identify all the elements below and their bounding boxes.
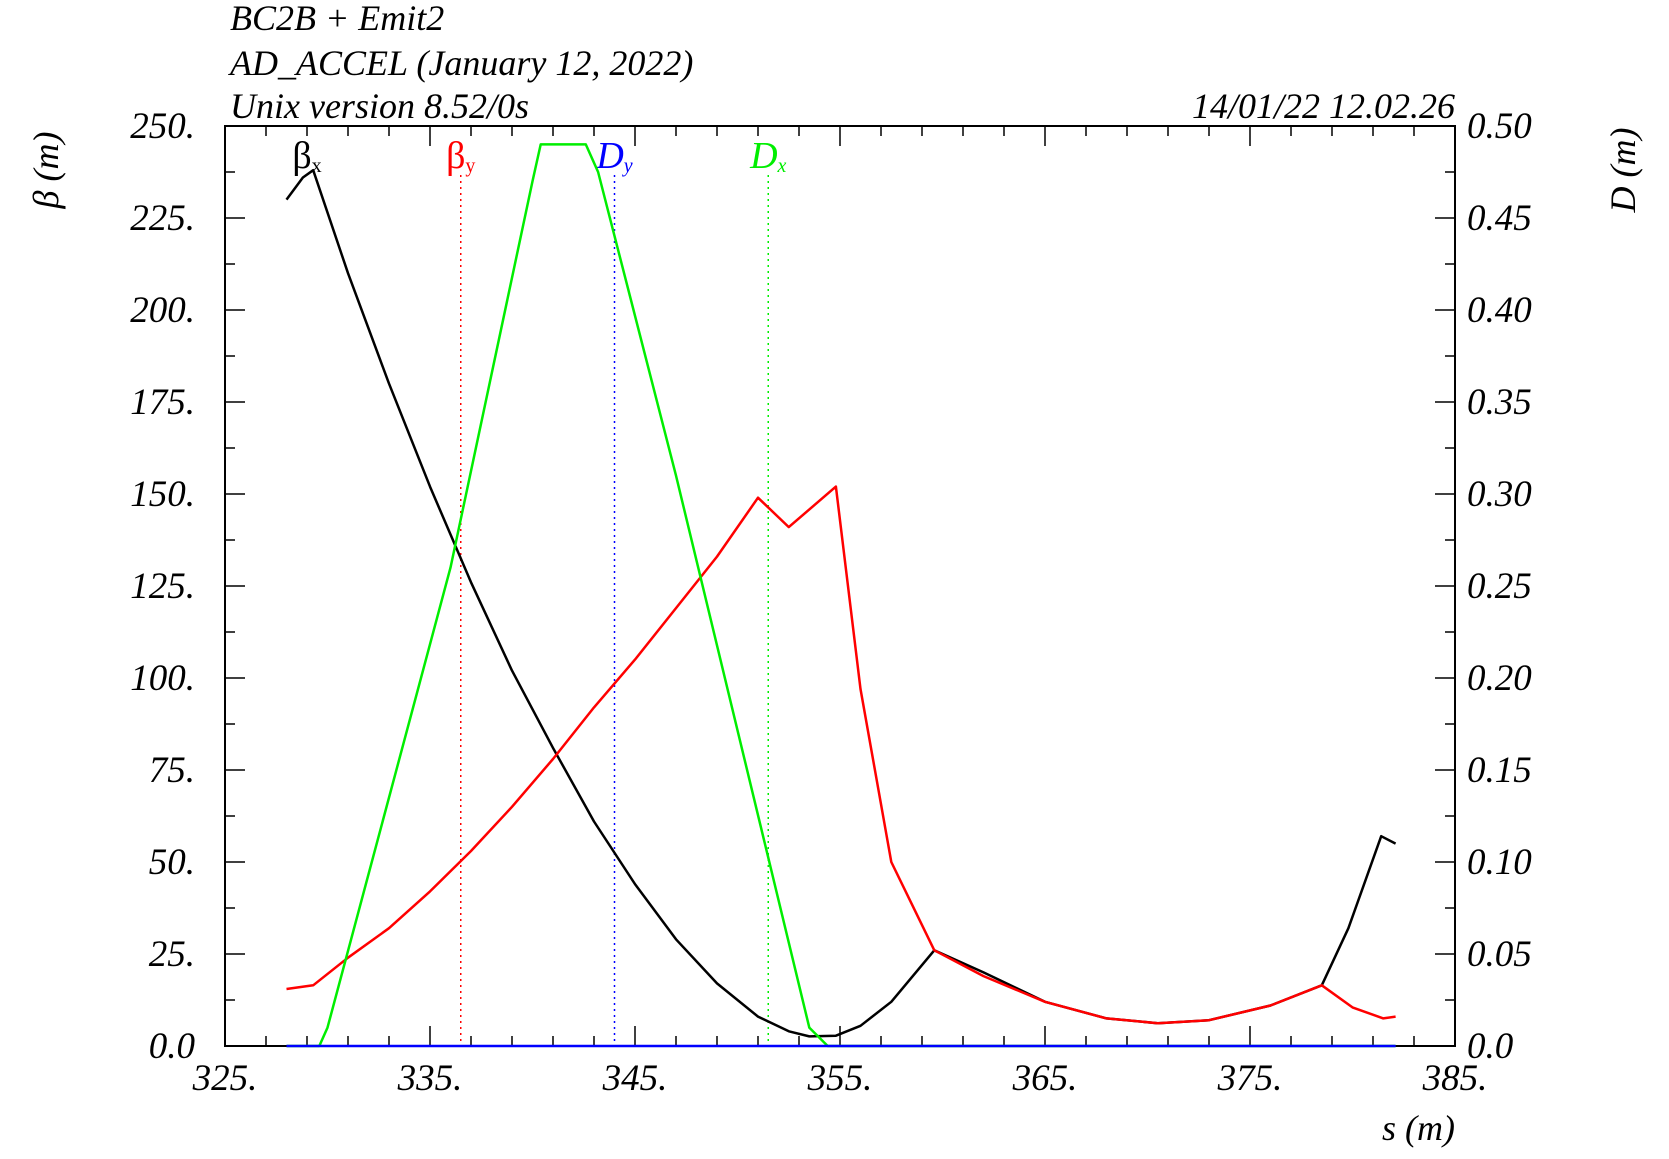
y-left-axis-label: β (m) — [26, 132, 66, 210]
x-tick-label: 325. — [192, 1058, 258, 1099]
x-tick-label: 365. — [1012, 1058, 1078, 1099]
series-line-Dx — [286, 143, 1396, 1048]
legend-marker-subscript: y — [465, 155, 475, 177]
y-right-tick-label: 0.40 — [1467, 290, 1532, 331]
y-right-tick-label: 0.0 — [1467, 1026, 1514, 1067]
legend-markers: βx βy Dy Dx — [292, 135, 787, 1046]
plot-subtitle: AD_ACCEL (January 12, 2022) — [228, 43, 693, 83]
legend-marker-label: βy — [446, 135, 475, 177]
axis-ticks — [224, 125, 1456, 1047]
legend-marker-subscript: y — [622, 155, 633, 177]
data-curves — [285, 143, 1397, 1048]
y-left-tick-label: 175. — [130, 382, 195, 423]
y-right-axis-label: D (m) — [1603, 128, 1643, 214]
x-tick-label: 355. — [807, 1058, 873, 1099]
y-right-tick-label: 0.15 — [1467, 750, 1532, 791]
legend-marker-label: βx — [292, 135, 321, 177]
y-left-tick-label: 50. — [149, 842, 195, 883]
legend-marker-label: Dx — [749, 135, 786, 177]
y-right-tick-label: 0.30 — [1467, 474, 1532, 515]
plot-frame — [224, 125, 1456, 1047]
y-left-tick-label: 0.0 — [149, 1026, 196, 1067]
x-tick-label: 345. — [602, 1058, 668, 1099]
y-right-tick-label: 0.20 — [1467, 658, 1532, 699]
y-left-tick-label: 25. — [149, 934, 195, 975]
series-line-βx — [285, 168, 1397, 1038]
tick-labels: 325. 335. 345. 355. 365. 375. 385.0.025.50.75.… — [130, 106, 1532, 1099]
y-left-tick-label: 100. — [130, 658, 195, 699]
y-right-tick-label: 0.50 — [1467, 106, 1532, 147]
y-right-tick-label: 0.05 — [1467, 934, 1532, 975]
x-tick-label: 375. — [1217, 1058, 1283, 1099]
y-right-tick-label: 0.35 — [1467, 382, 1532, 423]
plot-title: BC2B + Emit2 — [230, 0, 444, 38]
y-left-tick-label: 150. — [130, 474, 195, 515]
legend-marker-label: Dy — [595, 135, 632, 177]
y-right-tick-label: 0.45 — [1467, 198, 1532, 239]
legend-marker-subscript: x — [312, 155, 322, 177]
program-version: Unix version 8.52/0s — [230, 86, 529, 126]
x-tick-label: 385. — [1422, 1058, 1488, 1099]
y-right-tick-label: 0.25 — [1467, 566, 1532, 607]
y-left-tick-label: 200. — [130, 290, 195, 331]
x-axis-label: s (m) — [1382, 1108, 1455, 1148]
y-right-tick-label: 0.10 — [1467, 842, 1532, 883]
plot-timestamp: 14/01/22 12.02.26 — [1192, 86, 1455, 126]
y-left-tick-label: 225. — [130, 198, 195, 239]
y-left-tick-label: 250. — [130, 106, 195, 147]
series-line-βy — [286, 485, 1396, 1025]
y-left-tick-label: 75. — [149, 750, 195, 791]
x-tick-label: 335. — [397, 1058, 463, 1099]
legend-marker-subscript: x — [777, 155, 787, 177]
y-left-tick-label: 125. — [130, 566, 195, 607]
